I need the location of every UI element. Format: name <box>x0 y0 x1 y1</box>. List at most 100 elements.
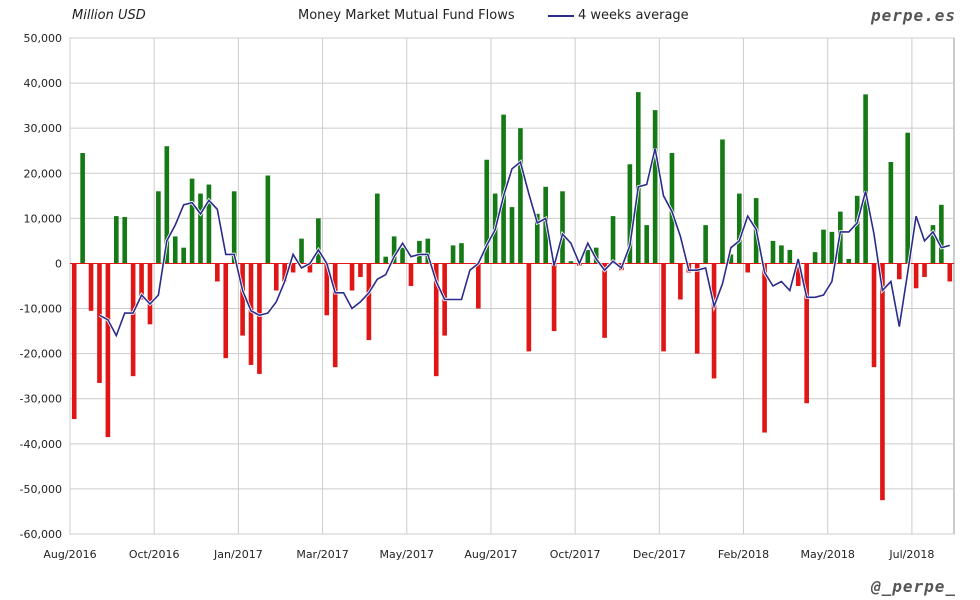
outflow-bar <box>257 263 262 374</box>
inflow-bar <box>905 132 911 264</box>
inflow-bar <box>484 159 490 264</box>
outflow-bar <box>97 263 102 383</box>
outflow-bar <box>433 263 439 377</box>
chart-title: Money Market Mutual Fund Flows <box>298 8 515 23</box>
inflow-bar <box>265 175 271 264</box>
inflow-bar <box>459 243 464 264</box>
inflow-bar <box>736 193 742 264</box>
x-tick-label: Oct/2017 <box>550 548 601 561</box>
inflow-bar <box>930 225 936 264</box>
average-line <box>99 148 951 338</box>
inflow-bar <box>299 238 304 264</box>
inflow-bar <box>939 204 944 264</box>
inflow-bar <box>627 164 633 264</box>
outflow-bar <box>290 263 296 273</box>
inflow-bar <box>518 128 523 264</box>
inflow-bar <box>231 191 237 264</box>
outflow-bar <box>678 263 683 300</box>
x-tick-label: Oct/2016 <box>129 548 180 561</box>
x-tick-label: Jul/2018 <box>888 548 934 561</box>
inflow-bar <box>585 249 591 264</box>
outflow-bar <box>745 263 751 273</box>
inflow-bar <box>206 184 212 264</box>
outflow-bar <box>273 263 279 291</box>
unit-label: Million USD <box>72 8 146 23</box>
author-handle: @_perpe_ <box>870 577 956 596</box>
inflow-bar <box>80 152 85 264</box>
y-tick-label: -30,000 <box>20 393 62 406</box>
outflow-bar <box>711 263 717 379</box>
inflow-bar <box>863 94 868 264</box>
y-tick-label: -40,000 <box>20 438 62 451</box>
inflow-bar <box>113 216 119 264</box>
y-tick-label: 0 <box>55 257 62 270</box>
x-tick-label: May/2017 <box>380 548 434 561</box>
outflow-bar <box>526 263 532 352</box>
legend-label: 4 weeks average <box>578 8 689 23</box>
outflow-bar <box>804 263 809 404</box>
inflow-bar <box>425 238 431 264</box>
inflow-bar <box>720 139 725 264</box>
inflow-bar <box>172 236 178 264</box>
outflow-bar <box>896 263 902 280</box>
outflow-bar <box>88 263 94 311</box>
x-tick-label: Dec/2017 <box>633 548 686 561</box>
outflow-bar <box>307 263 313 273</box>
y-tick-label: -50,000 <box>20 483 62 496</box>
outflow-bar <box>332 263 338 368</box>
outflow-bar <box>661 263 666 352</box>
inflow-bar <box>610 216 616 264</box>
inflow-bar <box>888 162 894 264</box>
outflow-bar <box>282 263 288 282</box>
x-tick-label: Aug/2017 <box>464 548 517 561</box>
inflow-bar <box>391 236 397 264</box>
inflow-bar <box>821 229 826 264</box>
plot-frame <box>69 37 955 535</box>
inflow-bar <box>635 92 641 264</box>
brand-watermark: perpe.es <box>870 6 956 25</box>
inflow-bar <box>501 114 506 264</box>
outflow-bar <box>602 263 607 338</box>
outflow-bar <box>358 263 363 277</box>
inflow-bar <box>779 245 784 264</box>
outflow-bar <box>349 263 355 291</box>
outflow-bar <box>913 263 919 289</box>
x-tick-label: May/2018 <box>800 548 854 561</box>
outflow-bar <box>324 263 330 316</box>
legend-line-swatch <box>548 14 574 17</box>
y-tick-label: 20,000 <box>24 167 63 180</box>
inflow-bar <box>854 195 860 264</box>
outflow-bar <box>139 263 144 300</box>
inflow-bar <box>644 225 650 264</box>
y-tick-label: 40,000 <box>24 77 63 90</box>
inflow-bar <box>509 207 515 264</box>
inflow-bar <box>198 193 203 264</box>
outflow-bar <box>130 263 136 377</box>
inflow-bar <box>122 217 128 264</box>
outflow-bar <box>215 263 220 282</box>
outflow-bar <box>240 263 245 336</box>
inflow-bar <box>400 247 405 264</box>
inflow-bar <box>383 256 389 264</box>
x-tick-label: Aug/2016 <box>43 548 96 561</box>
outflow-bar <box>922 263 927 277</box>
outflow-bar <box>871 263 877 368</box>
outflow-bar <box>551 263 557 332</box>
inflow-bar <box>560 191 565 264</box>
outflow-bar <box>147 263 153 325</box>
outflow-bar <box>795 263 801 286</box>
outflow-bar <box>408 263 414 286</box>
inflow-bar <box>728 254 734 264</box>
y-tick-label: 50,000 <box>24 32 63 45</box>
inflow-bar <box>316 218 321 264</box>
legend: 4 weeks average <box>548 8 689 23</box>
outflow-bar <box>71 263 77 420</box>
inflow-bar <box>374 193 380 264</box>
inflow-bar <box>770 240 776 264</box>
inflow-bar <box>156 191 161 264</box>
inflow-bar <box>450 245 456 264</box>
outflow-bar <box>880 263 885 501</box>
outflow-bar <box>947 263 953 282</box>
